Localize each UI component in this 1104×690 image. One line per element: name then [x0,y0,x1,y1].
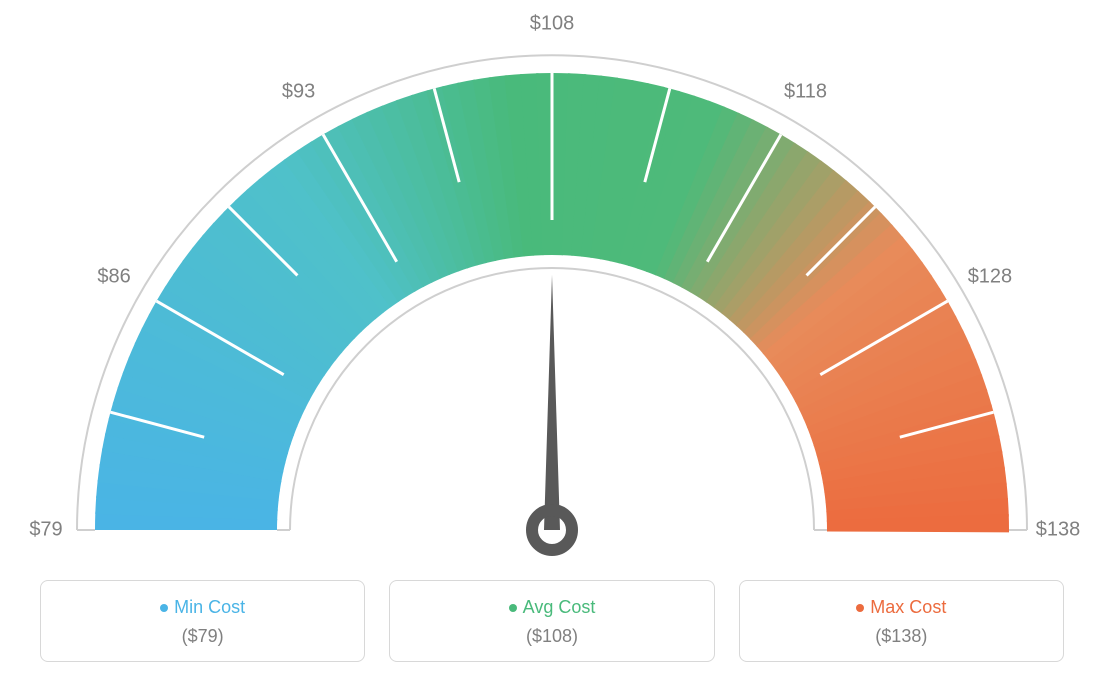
gauge-tick-label: $93 [282,81,315,104]
gauge-tick-label: $86 [97,265,130,288]
legend-dot-avg [509,604,517,612]
legend-box-avg: Avg Cost ($108) [389,580,714,662]
gauge-tick-label: $138 [1036,519,1081,542]
legend-dot-max [856,604,864,612]
legend-box-max: Max Cost ($138) [739,580,1064,662]
legend-title-avg: Avg Cost [400,597,703,618]
legend-value-avg: ($108) [400,626,703,647]
gauge-tick-label: $118 [784,81,827,104]
gauge-container: $79 $86 $93 $108 $118 $128 $138 [0,0,1104,570]
gauge-svg [0,0,1104,570]
legend-value-min: ($79) [51,626,354,647]
legend-label-avg: Avg Cost [523,597,596,617]
legend-dot-min [160,604,168,612]
legend-label-max: Max Cost [870,597,946,617]
gauge-needle [544,275,560,530]
legend-title-max: Max Cost [750,597,1053,618]
legend-title-min: Min Cost [51,597,354,618]
legend-value-max: ($138) [750,626,1053,647]
legend-label-min: Min Cost [174,597,245,617]
gauge-tick-label: $79 [29,519,62,542]
legend-row: Min Cost ($79) Avg Cost ($108) Max Cost … [0,580,1104,662]
gauge-tick-label: $128 [968,265,1013,288]
legend-box-min: Min Cost ($79) [40,580,365,662]
gauge-tick-label: $108 [530,13,575,36]
